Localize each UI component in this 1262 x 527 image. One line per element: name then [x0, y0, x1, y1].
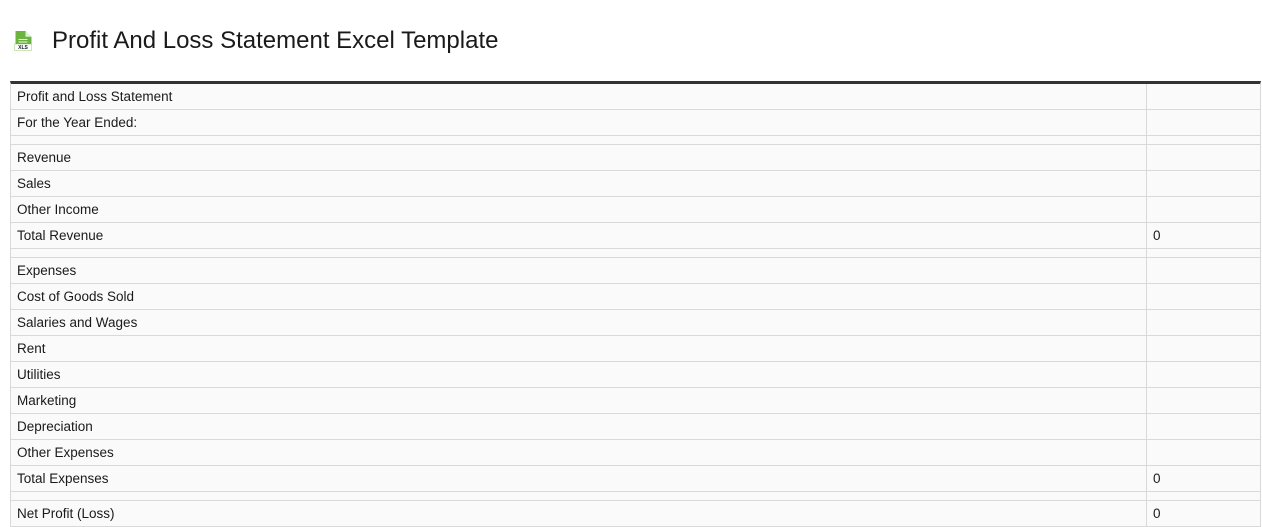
- svg-text:XLS: XLS: [18, 45, 28, 51]
